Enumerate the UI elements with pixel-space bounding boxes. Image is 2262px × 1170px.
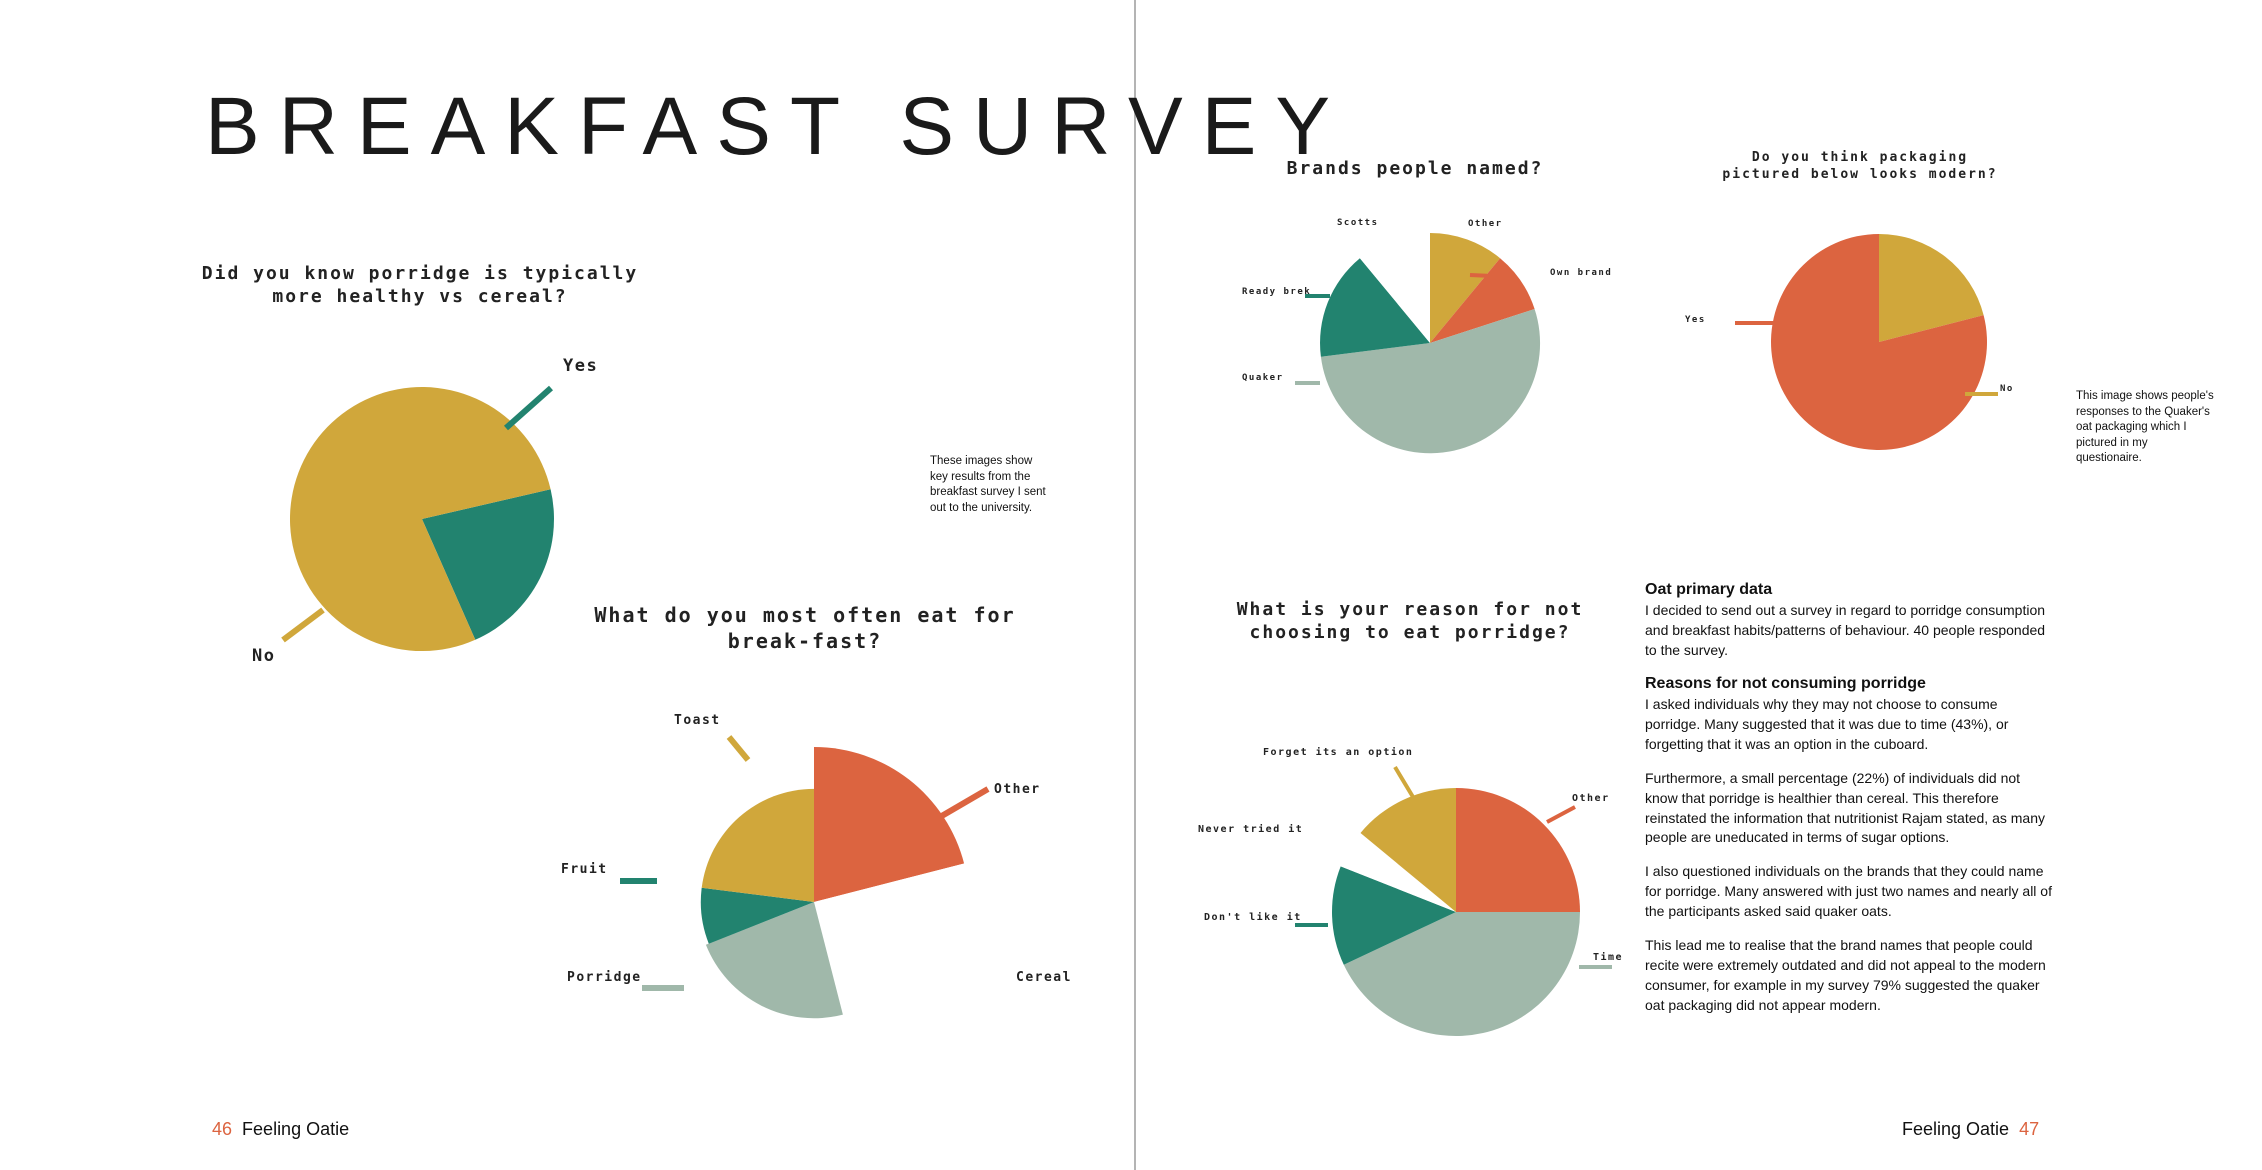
leader-line-eat-0 — [726, 735, 751, 762]
article-heading-reasons: Reasons for not consuming porridge — [1645, 675, 1926, 693]
pie-slice-eat-toast — [701, 788, 814, 902]
label-brands-own-brand: Own brand — [1550, 268, 1613, 278]
pie-slice-packaging-no — [1879, 234, 1984, 342]
footer-right: Feeling Oatie 47 — [1902, 1119, 2039, 1140]
label-eat-porridge: Porridge — [567, 970, 642, 985]
label-reason-other: Other — [1572, 793, 1610, 804]
chart-title-packaging: Do you think packaging pictured below lo… — [1722, 150, 1998, 182]
label-healthy-no: No — [252, 646, 276, 666]
pie-slice-eat-porridge — [705, 902, 843, 1019]
page-gutter — [1134, 0, 1136, 1170]
pie-slice-brands-quaker — [1320, 309, 1541, 454]
article-paragraph-1: I decided to send out a survey in regard… — [1645, 601, 2046, 658]
page-number-right: 47 — [2019, 1119, 2040, 1139]
article-body: Oat primary data I decided to send out a… — [1645, 580, 2055, 1029]
footer-title-right: Feeling Oatie — [1902, 1119, 2010, 1139]
leader-line-brands-0 — [1469, 273, 1516, 279]
pie-slice-reason-never-tried-it — [1340, 833, 1456, 912]
footer-title-left: Feeling Oatie — [242, 1119, 350, 1139]
label-brands-other: Other — [1468, 219, 1503, 229]
label-eat-other: Other — [994, 782, 1041, 797]
chart-title-healthy: Did you know porridge is typically more … — [201, 263, 639, 308]
pie-slice-eat-cereal — [814, 863, 969, 1053]
article-paragraph-2: I asked individuals why they may not cho… — [1645, 696, 2009, 752]
pie-slice-eat-fruit — [700, 887, 814, 944]
article-paragraph-5: This lead me to realise that the brand n… — [1645, 936, 2046, 1013]
pie-slice-brands-other — [1430, 232, 1501, 343]
label-eat-toast: Toast — [674, 713, 721, 728]
pie-slice-reason-forget-its-an-option — [1360, 788, 1456, 912]
page-title: BREAKFAST SURVEY — [205, 81, 1350, 172]
label-brands-ready-brek: Ready brek — [1242, 287, 1312, 297]
pie-slice-eat-other — [814, 747, 965, 902]
label-reason-never-tried: Never tried it — [1198, 824, 1304, 835]
leader-line-eat-1 — [938, 786, 990, 820]
label-packaging-yes: Yes — [1685, 315, 1706, 325]
pie-slice-brands-scotts — [1359, 233, 1430, 343]
article-paragraph-3: Furthermore, a small percentage (22%) of… — [1645, 769, 2045, 846]
label-eat-fruit: Fruit — [561, 862, 608, 877]
pie-slice-reason-time — [1343, 912, 1581, 1037]
pie-slice-healthy-no — [289, 387, 551, 652]
pie-slice-reason-don-t-like-it — [1332, 866, 1456, 965]
article-paragraph-4: I also questioned individuals on the bra… — [1645, 863, 2052, 920]
pie-slice-packaging-yes — [1771, 234, 1988, 450]
leader-line-healthy-0 — [504, 385, 553, 431]
label-eat-cereal: Cereal — [1016, 970, 1072, 985]
article-heading-primary: Oat primary data — [1645, 581, 1773, 598]
page-number-left: 46 — [212, 1119, 233, 1139]
pie-slice-brands-ready-brek — [1320, 258, 1430, 357]
label-packaging-no: No — [2000, 384, 2014, 394]
label-healthy-yes: Yes — [563, 356, 599, 376]
label-reason-dont-like: Don't like it — [1204, 912, 1302, 923]
chart-title-eat: What do you most often eat for break-fas… — [594, 603, 1016, 653]
leader-line-healthy-1 — [281, 607, 325, 643]
chart-title-reason: What is your reason for not choosing to … — [1236, 599, 1584, 644]
pie-slice-brands-own-brand — [1430, 258, 1535, 343]
label-brands-scotts: Scotts — [1337, 218, 1379, 228]
leader-line-reason-1 — [1546, 805, 1576, 824]
note-right: This image shows people's responses to t… — [2076, 390, 2214, 465]
label-reason-forget: Forget its an option — [1263, 747, 1414, 758]
note-left: These images show key results from the b… — [930, 455, 1046, 514]
label-reason-time: Time — [1593, 952, 1624, 963]
label-brands-quaker: Quaker — [1242, 373, 1284, 383]
leader-line-reason-0 — [1393, 765, 1415, 799]
pie-slice-healthy-yes — [422, 489, 554, 640]
footer-left: 46 Feeling Oatie — [212, 1119, 349, 1140]
chart-title-brands: Brands people named? — [1286, 158, 1544, 179]
pie-slice-reason-other — [1456, 788, 1580, 912]
